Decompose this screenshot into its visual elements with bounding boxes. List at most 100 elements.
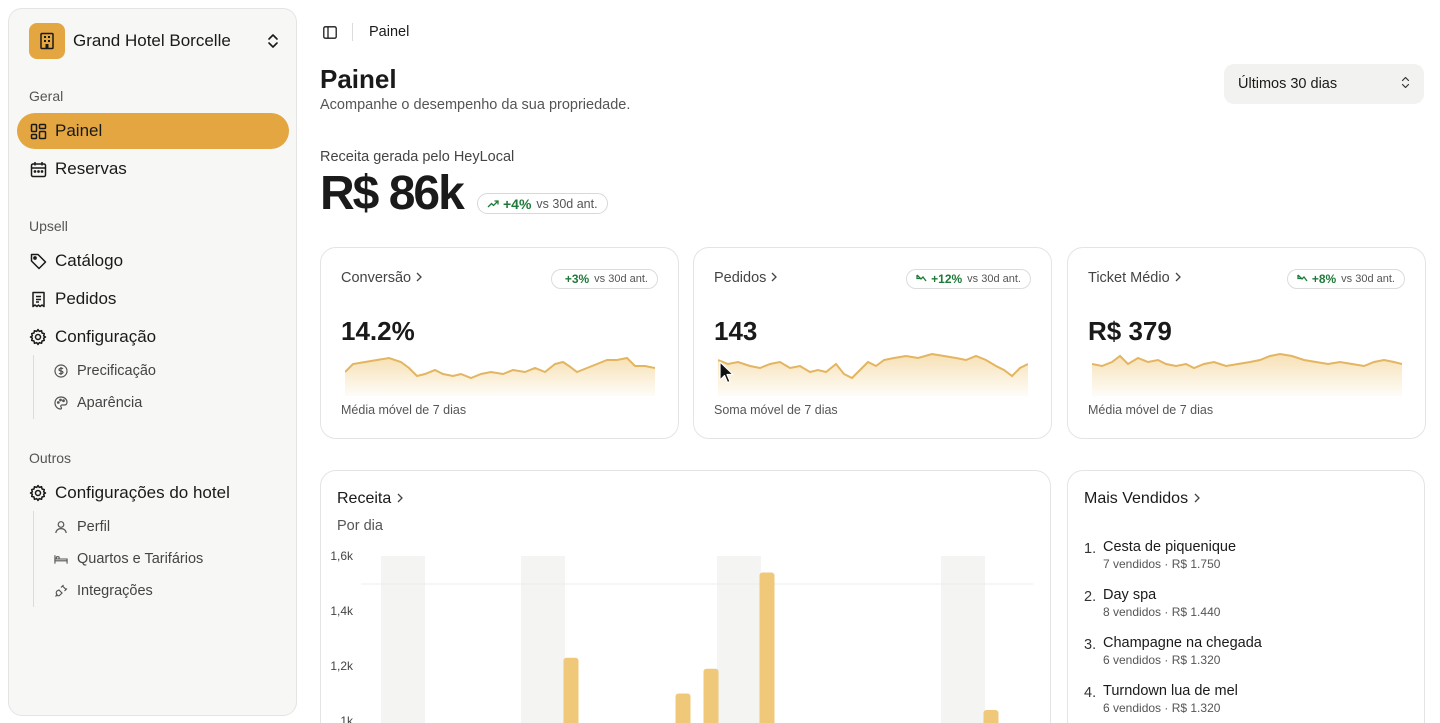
sidebar-item-label: Reservas (55, 159, 127, 178)
y-tick-label: 1,6k (330, 549, 354, 563)
sidebar-item-reservas[interactable]: Reservas (17, 151, 289, 187)
best-sellers-list: 1. Cesta de piquenique 7 vendidos · R$ 1.… (1084, 539, 1404, 723)
kpi-change-badge: +3% vs 30d ant. (550, 269, 658, 289)
sidebar-item-label: Precificação (77, 363, 156, 379)
rank: 3. (1084, 637, 1097, 653)
page-title: Painel (320, 64, 397, 94)
settings-gear-icon (29, 328, 47, 346)
kpi-change-badge: +12% vs 30d ant. (906, 269, 1031, 289)
hotel-name: Grand Hotel Borcelle (73, 31, 231, 50)
product-name: Day spa (1103, 587, 1157, 603)
sidebar-item-label: Configuração (55, 327, 157, 346)
divider (352, 23, 353, 41)
product-name: Cesta de piquenique (1103, 539, 1237, 555)
sidebar-item-precificacao[interactable]: Precificação (34, 355, 156, 387)
kpi-change: +8% (1311, 272, 1337, 286)
best-sellers-card: Mais Vendidos 1. Cesta de piquenique 7 ve… (1067, 470, 1425, 723)
kpi-value: 14.2% (341, 316, 415, 346)
bar (563, 657, 579, 723)
brand-switcher[interactable]: Grand Hotel Borcelle (29, 23, 283, 59)
user-icon (54, 520, 68, 534)
sparkline-chart (1092, 352, 1402, 396)
revenue-change-badge: +4% vs 30d ant. (477, 193, 608, 214)
mouse-cursor-icon (719, 361, 735, 390)
kpi-card-pedidos: Pedidos +12% vs 30d ant. 143 Soma móvel … (693, 247, 1052, 439)
settings-gear-icon (29, 484, 47, 502)
list-item[interactable]: 2. Day spa 8 vendidos · R$ 1.440 (1084, 587, 1404, 635)
panel-left-icon[interactable] (320, 22, 340, 42)
kpi-compare: vs 30d ant. (967, 273, 1021, 285)
kpi-footer: Média móvel de 7 dias (341, 403, 467, 417)
kpi-change-badge: +8% vs 30d ant. (1286, 269, 1405, 289)
product-meta: 8 vendidos · R$ 1.440 (1103, 605, 1221, 619)
sidebar-item-label: Catálogo (55, 251, 124, 270)
sidebar-item-aparencia[interactable]: Aparência (34, 387, 156, 419)
sparkline-chart (345, 356, 655, 396)
palette-icon (54, 396, 68, 410)
group-label-upsell: Upsell (29, 218, 68, 234)
sidebar-item-label: Aparência (77, 395, 143, 411)
kpi-change: +3% (564, 272, 590, 286)
trend-up-icon (487, 195, 499, 213)
weekend-band (941, 556, 985, 723)
kpi-title: Ticket Médio (1088, 270, 1170, 286)
subnav-configuracao: Precificação Aparência (33, 355, 156, 419)
receita-title-link[interactable]: Receita (337, 490, 404, 508)
chevron-right-icon (1175, 270, 1181, 286)
receita-subtitle: Por dia (337, 518, 383, 534)
sidebar-item-integracoes[interactable]: Integrações (34, 575, 203, 607)
sidebar-item-label: Integrações (77, 583, 153, 599)
list-item[interactable]: 1. Cesta de piquenique 7 vendidos · R$ 1.… (1084, 539, 1404, 587)
bar (703, 668, 719, 723)
sidebar-item-pedidos[interactable]: Pedidos (17, 281, 289, 317)
sidebar-item-label: Configurações do hotel (55, 483, 230, 502)
subnav-configuracoes-do-hotel: Perfil Quartos e Tarifários Integrações (33, 511, 203, 607)
rank: 2. (1084, 589, 1097, 605)
sparkline-chart (718, 352, 1028, 396)
kpi-title-link[interactable]: Ticket Médio (1088, 270, 1181, 286)
calendar-icon (29, 160, 47, 178)
revenue-label: Receita gerada pelo HeyLocal (320, 149, 515, 165)
kpi-footer: Média móvel de 7 dias (1088, 403, 1214, 417)
revenue-value: R$ 86k (320, 167, 465, 220)
sidebar-item-configuracao[interactable]: Configuração (17, 319, 289, 355)
y-tick-label: 1,4k (330, 604, 354, 618)
receita-title: Receita (337, 490, 392, 507)
product-name: Turndown lua de mel (1103, 683, 1238, 699)
sidebar-item-quartos[interactable]: Quartos e Tarifários (34, 543, 203, 575)
kpi-title-link[interactable]: Pedidos (714, 270, 778, 286)
product-meta: 7 vendidos · R$ 1.750 (1103, 557, 1221, 571)
chevrons-up-down-icon[interactable] (263, 31, 283, 51)
chevron-right-icon (771, 270, 778, 286)
kpi-value: R$ 379 (1088, 316, 1172, 346)
y-tick-label: 1,2k (330, 659, 354, 673)
date-range-value: Últimos 30 dias (1238, 76, 1338, 92)
kpi-title-link[interactable]: Conversão (341, 270, 423, 286)
bar (759, 572, 775, 723)
sidebar: Grand Hotel Borcelle Geral Painel Reserv… (8, 8, 297, 716)
sidebar-item-catalogo[interactable]: Catálogo (17, 243, 289, 279)
sidebar-item-configuracoes-do-hotel[interactable]: Configurações do hotel (17, 475, 289, 511)
kpi-value: 143 (714, 316, 758, 346)
breadcrumb: Painel (369, 24, 410, 40)
best-sellers-title-link[interactable]: Mais Vendidos (1084, 490, 1200, 508)
building-icon (29, 23, 65, 59)
weekend-band (717, 556, 761, 723)
top-bar: Painel (320, 20, 409, 44)
sidebar-item-perfil[interactable]: Perfil (34, 511, 203, 543)
receipt-icon (29, 290, 47, 308)
revenue-change: +4% (503, 195, 532, 212)
receita-card: Receita Por dia 1,6k 1,4k 1,2k 1k (320, 470, 1051, 723)
list-item[interactable]: 4. Turndown lua de mel 6 vendidos · R$ 1.… (1084, 683, 1404, 723)
kpi-compare: vs 30d ant. (594, 273, 648, 285)
sidebar-item-label: Perfil (77, 519, 111, 535)
sidebar-item-painel[interactable]: Painel (17, 113, 289, 149)
date-range-select[interactable]: Últimos 30 dias (1224, 64, 1424, 104)
trend-up-icon (916, 270, 927, 288)
list-item[interactable]: 3. Champagne na chegada 6 vendidos · R$ 1… (1084, 635, 1404, 683)
bed-icon (54, 552, 68, 566)
kpi-card-ticket-medio: Ticket Médio +8% vs 30d ant. R$ 379 Médi… (1067, 247, 1426, 439)
tag-icon (29, 252, 47, 270)
weekend-band (521, 556, 565, 723)
kpi-change: +12% (931, 272, 963, 286)
